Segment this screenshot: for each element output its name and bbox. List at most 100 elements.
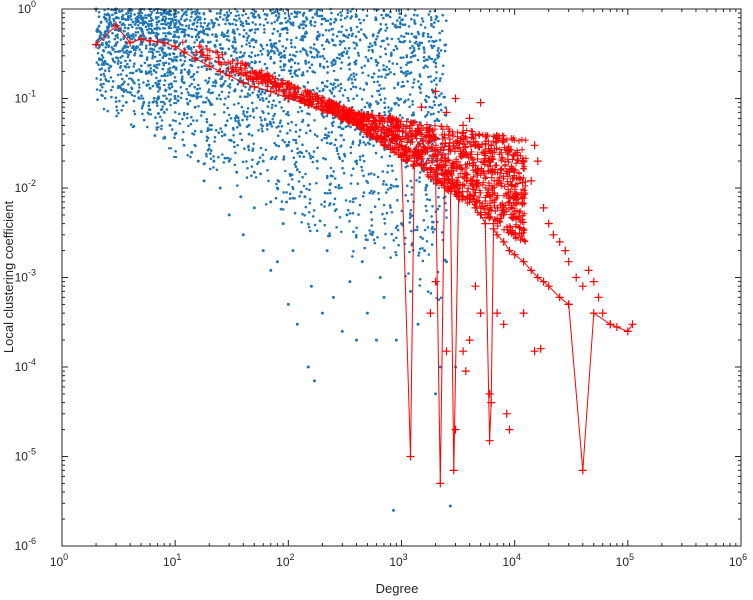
data-point bbox=[358, 18, 361, 21]
data-marker bbox=[216, 67, 225, 76]
data-point bbox=[408, 93, 412, 96]
data-point bbox=[334, 138, 338, 141]
data-point bbox=[426, 157, 429, 161]
data-point bbox=[309, 154, 312, 158]
data-point bbox=[329, 191, 332, 195]
data-marker bbox=[394, 135, 401, 141]
data-point bbox=[426, 198, 429, 201]
data-point bbox=[186, 91, 190, 94]
data-point bbox=[235, 19, 238, 22]
data-point bbox=[233, 18, 236, 21]
data-point bbox=[338, 89, 342, 93]
data-marker bbox=[513, 160, 520, 167]
data-point bbox=[299, 50, 302, 53]
data-marker bbox=[446, 136, 453, 143]
data-marker bbox=[409, 134, 416, 140]
data-point bbox=[226, 15, 230, 18]
data-marker bbox=[482, 214, 488, 221]
data-point bbox=[348, 68, 351, 71]
data-point bbox=[318, 55, 322, 58]
data-point bbox=[270, 22, 274, 25]
data-point bbox=[103, 59, 107, 63]
data-point bbox=[220, 33, 223, 37]
data-point bbox=[172, 39, 176, 42]
data-point bbox=[209, 40, 212, 44]
data-point bbox=[341, 159, 344, 163]
data-point bbox=[422, 55, 426, 59]
data-point bbox=[140, 106, 144, 110]
data-point bbox=[304, 24, 308, 27]
data-point bbox=[129, 12, 133, 15]
x-tick-label: 102 bbox=[276, 552, 294, 569]
data-point bbox=[313, 223, 317, 227]
data-marker bbox=[492, 196, 498, 203]
data-point bbox=[272, 99, 275, 102]
data-point bbox=[428, 56, 432, 60]
data-point bbox=[346, 50, 349, 53]
data-point bbox=[439, 77, 442, 80]
data-point bbox=[330, 130, 334, 134]
data-point bbox=[125, 74, 128, 77]
data-point bbox=[123, 17, 126, 21]
data-point bbox=[354, 63, 357, 66]
data-point bbox=[305, 131, 308, 135]
data-marker bbox=[263, 77, 270, 84]
data-point bbox=[424, 204, 428, 208]
data-point bbox=[104, 17, 107, 20]
data-marker bbox=[286, 89, 293, 96]
data-point bbox=[262, 111, 265, 114]
data-point bbox=[231, 22, 234, 26]
data-point bbox=[433, 21, 436, 24]
data-marker bbox=[357, 120, 364, 127]
data-point bbox=[361, 135, 365, 139]
data-point bbox=[254, 176, 258, 179]
data-point bbox=[99, 78, 102, 81]
data-point bbox=[133, 23, 137, 26]
data-point bbox=[332, 203, 336, 206]
data-point bbox=[355, 338, 358, 342]
data-marker bbox=[407, 147, 414, 154]
data-marker bbox=[506, 223, 513, 230]
data-point bbox=[234, 23, 238, 27]
data-point bbox=[281, 45, 285, 48]
data-point bbox=[156, 104, 159, 107]
data-point bbox=[101, 56, 105, 59]
data-point bbox=[250, 51, 253, 54]
data-marker bbox=[441, 154, 448, 161]
data-marker bbox=[284, 83, 291, 89]
data-point bbox=[418, 75, 422, 78]
data-point bbox=[362, 174, 365, 178]
data-point bbox=[348, 219, 351, 223]
data-point bbox=[364, 143, 368, 146]
data-point bbox=[104, 29, 107, 33]
data-point bbox=[339, 82, 343, 86]
data-point bbox=[327, 131, 331, 134]
data-point bbox=[269, 268, 273, 272]
data-point bbox=[268, 120, 272, 124]
data-marker bbox=[519, 309, 528, 318]
data-point bbox=[205, 118, 209, 121]
data-point bbox=[111, 80, 115, 83]
data-marker bbox=[250, 82, 259, 91]
data-point bbox=[361, 195, 365, 198]
data-point bbox=[301, 212, 304, 216]
data-point bbox=[159, 46, 163, 49]
data-point bbox=[211, 84, 214, 88]
data-point bbox=[374, 338, 378, 342]
data-point bbox=[102, 82, 105, 86]
data-marker bbox=[503, 192, 510, 199]
data-point bbox=[258, 16, 262, 19]
y-tick-label: 10-2 bbox=[15, 178, 36, 195]
data-point bbox=[213, 136, 217, 139]
data-point bbox=[437, 52, 441, 55]
data-point bbox=[424, 188, 427, 192]
data-point bbox=[371, 33, 375, 37]
data-point bbox=[420, 41, 424, 45]
data-marker bbox=[555, 293, 564, 302]
data-point bbox=[287, 113, 290, 117]
data-point bbox=[412, 111, 415, 114]
data-point bbox=[132, 65, 135, 68]
data-marker bbox=[245, 76, 252, 83]
data-point bbox=[207, 90, 210, 94]
data-point bbox=[199, 18, 202, 21]
